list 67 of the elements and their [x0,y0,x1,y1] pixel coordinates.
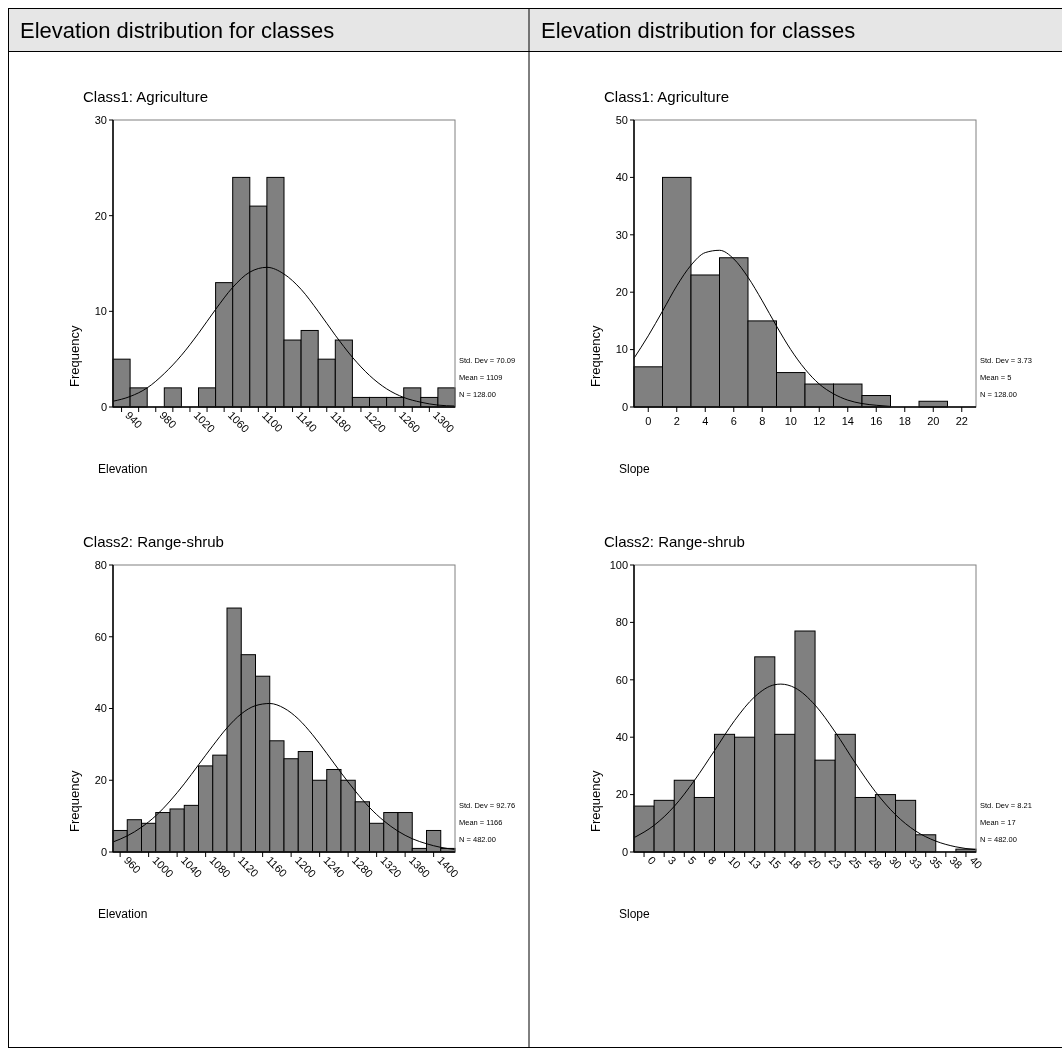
x-tick-label: 980 [157,408,179,431]
x-tick-label: 18 [786,853,804,872]
x-tick-label: 38 [947,853,965,872]
x-tick-label: 6 [730,415,737,427]
x-tick-label: 35 [927,853,945,872]
y-tick-label: 20 [615,788,628,801]
x-axis-title: Slope [619,907,651,921]
x-tick-label: 8 [706,853,719,867]
x-tick-label: 14 [841,415,854,427]
x-tick-label: 18 [898,415,911,427]
x-tick-label: 940 [123,408,145,431]
x-axis-title: Elevation [98,462,148,476]
y-tick-label: 30 [94,113,107,126]
chart-subtitle: Class2: Range-shrub [83,533,224,550]
chart-title: Elevation distribution for classes [20,18,335,43]
x-tick-label: 23 [826,853,844,872]
y-tick-label: 0 [621,400,628,413]
x-tick-label: 960 [121,853,144,876]
x-tick-label: 40 [967,853,985,872]
y-tick-label: 20 [94,774,107,787]
x-tick-label: 33 [907,853,925,872]
x-tick-label: 5 [685,853,699,867]
x-tick-label: 28 [866,853,885,872]
x-tick-label: 10 [784,415,797,427]
chart-title: Elevation distribution for classes [541,18,856,43]
x-tick-label: 20 [927,415,940,427]
y-tick-label: 40 [615,731,628,744]
y-tick-label: 0 [100,845,107,858]
x-tick-label: 0 [645,853,659,867]
x-axis-title: Elevation [98,907,148,921]
y-tick-label: 80 [94,558,107,571]
x-tick-label: 10 [726,853,744,872]
y-tick-label: 0 [100,400,107,413]
x-tick-label: 20 [806,853,824,872]
y-tick-label: 40 [615,171,628,184]
y-tick-label: 30 [615,228,628,241]
x-tick-label: 3 [665,853,679,867]
y-tick-label: 10 [94,305,107,318]
y-tick-label: 100 [609,558,628,571]
y-axis-title: Frequency [67,325,82,387]
y-axis-title: Frequency [67,770,82,832]
x-tick-label: 22 [955,415,968,427]
x-tick-label: 16 [870,415,883,427]
x-tick-label: 4 [702,415,709,427]
x-axis-title: Slope [619,462,651,476]
y-axis-title: Frequency [588,325,603,387]
x-tick-label: 15 [766,853,784,872]
y-tick-label: 20 [615,286,628,299]
y-axis-title: Frequency [588,770,603,832]
x-tick-label: 13 [746,853,764,872]
chart-subtitle: Class1: Agriculture [604,88,730,105]
x-tick-label: 8 [759,415,766,427]
y-tick-label: 60 [94,630,107,643]
y-tick-label: 60 [615,673,628,686]
x-tick-label: 30 [887,853,905,872]
chart-subtitle: Class2: Range-shrub [604,533,745,550]
y-tick-label: 50 [615,113,628,126]
y-tick-label: 80 [615,616,628,629]
y-tick-label: 40 [94,702,107,715]
y-tick-label: 10 [615,343,628,356]
x-tick-label: 2 [673,415,680,427]
chart-subtitle: Class1: Agriculture [83,88,209,105]
y-tick-label: 0 [621,845,628,858]
x-tick-label: 12 [813,415,826,427]
x-tick-label: 0 [645,415,652,427]
x-tick-label: 25 [846,853,864,872]
y-tick-label: 20 [94,209,107,222]
